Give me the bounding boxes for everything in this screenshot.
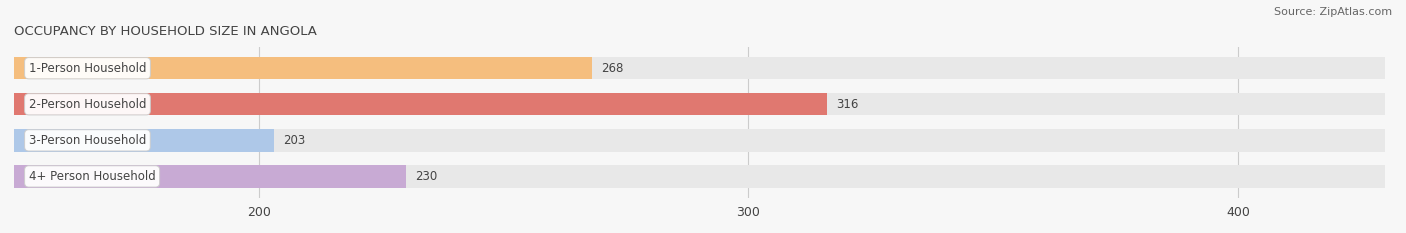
Bar xyxy=(14,93,827,116)
Bar xyxy=(14,129,1385,151)
Bar xyxy=(14,165,406,188)
Text: OCCUPANCY BY HOUSEHOLD SIZE IN ANGOLA: OCCUPANCY BY HOUSEHOLD SIZE IN ANGOLA xyxy=(14,25,316,38)
Bar xyxy=(14,165,1385,188)
Text: 268: 268 xyxy=(602,62,624,75)
Text: 3-Person Household: 3-Person Household xyxy=(28,134,146,147)
Bar xyxy=(14,57,1385,79)
Text: 203: 203 xyxy=(284,134,305,147)
Text: 4+ Person Household: 4+ Person Household xyxy=(28,170,156,183)
Bar xyxy=(14,57,592,79)
Bar xyxy=(14,129,274,151)
Text: 230: 230 xyxy=(416,170,437,183)
Bar xyxy=(14,93,1385,116)
Text: Source: ZipAtlas.com: Source: ZipAtlas.com xyxy=(1274,7,1392,17)
Text: 316: 316 xyxy=(837,98,859,111)
Text: 1-Person Household: 1-Person Household xyxy=(28,62,146,75)
Text: 2-Person Household: 2-Person Household xyxy=(28,98,146,111)
